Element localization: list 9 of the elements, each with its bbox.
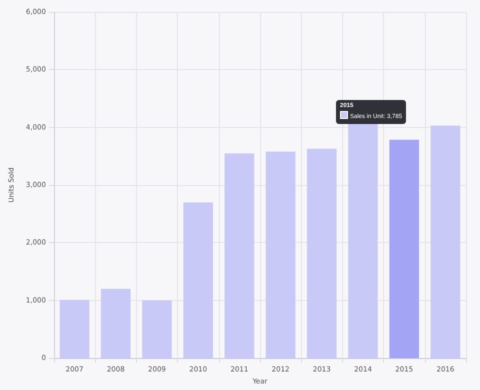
bar — [430, 126, 460, 358]
bar — [142, 300, 172, 358]
bar — [224, 153, 254, 358]
bar — [306, 148, 337, 358]
bar — [100, 288, 131, 358]
bar — [183, 202, 213, 358]
bar — [266, 152, 296, 358]
bar — [60, 300, 90, 358]
bar — [389, 140, 420, 358]
